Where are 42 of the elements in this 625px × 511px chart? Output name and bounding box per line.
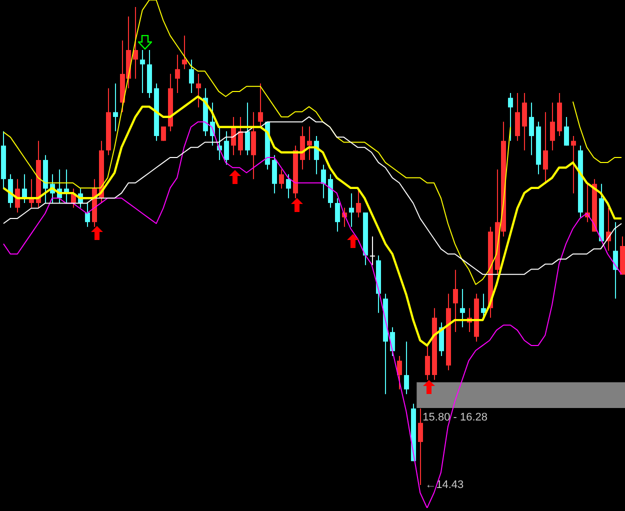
candlestick [238, 116, 243, 156]
candlestick [613, 222, 618, 300]
candlestick [460, 288, 465, 328]
candlestick [522, 92, 527, 151]
candlestick [279, 169, 284, 190]
candlestick [349, 192, 354, 228]
candlestick [335, 198, 340, 232]
candlestick [189, 59, 194, 94]
candlestick [258, 82, 263, 127]
candlestick [564, 116, 569, 146]
candlestick [356, 188, 361, 218]
candlestick [224, 130, 229, 166]
candlestick [328, 174, 333, 208]
candlestick [481, 293, 486, 318]
candlestick [251, 112, 256, 180]
candlestick [245, 102, 250, 156]
candlestick [370, 236, 375, 266]
candlestick [133, 6, 138, 80]
candlestick [140, 50, 145, 94]
candlestick [543, 112, 548, 184]
candlestick [321, 164, 326, 199]
candlestick [15, 178, 20, 214]
candlestick [286, 174, 291, 199]
candlestick [418, 408, 423, 486]
candlestick [550, 102, 555, 151]
candlestick [307, 126, 312, 160]
candlestick [175, 54, 180, 94]
candlestick [425, 346, 430, 380]
candlestick [397, 355, 402, 390]
candlestick [196, 73, 201, 108]
candlestick [300, 126, 305, 170]
candlestick [404, 341, 409, 395]
candlestick [515, 92, 520, 142]
candlestick [113, 82, 118, 132]
candlestick [508, 92, 513, 142]
candlestick [272, 154, 277, 194]
candlestick [182, 35, 187, 70]
candlestick [529, 102, 534, 156]
candlestick [85, 202, 90, 228]
band-label: 15.80 - 16.28 [422, 412, 488, 424]
candlestick [571, 136, 576, 194]
candlestick [453, 269, 458, 333]
